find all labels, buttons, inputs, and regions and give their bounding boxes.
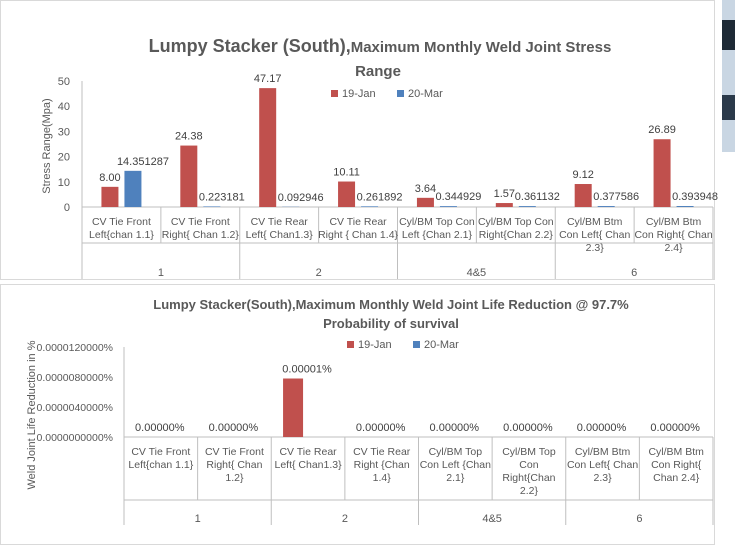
chart1-category-label-7: Cyl/BM Btm Con Right{ Chan 2.4} [634,216,712,254]
chart1-data-label-20-Mar-2: 0.092946 [278,192,324,204]
chart1-legend-swatch-0 [331,90,338,97]
chart2-group-label-1: 2 [342,513,348,525]
chart1-category-label-6: Cyl/BM Btm Con Left{ Chan 2.3} [559,216,630,254]
chart1-legend-label-1: 20-Mar [408,88,443,100]
chart1-bar-20-Mar-6 [597,206,615,207]
chart1-legend-swatch-1 [397,90,404,97]
chart2-bar-19-Jan-2 [283,378,304,437]
chart2-group-label-2: 4&5 [482,513,502,525]
chart1-bar-19-Jan-2 [259,88,277,207]
chart2-data-label-19-Jan-0: 0.00000% [135,422,185,434]
chart2-y-tick-label: 0.0000040000% [37,402,114,414]
chart2-data-label-19-Jan-2: 0.00001% [282,364,332,376]
chart2-data-label-19-Jan-6: 0.00000% [577,422,627,434]
chart1-data-label-19-Jan-2: 47.17 [254,73,282,85]
chart2-legend-label-0: 19-Jan [358,339,392,351]
chart1-category-label-0: CV Tie Front Left{chan 1.1} [89,216,154,241]
chart2-data-label-19-Jan-1: 0.00000% [209,422,259,434]
chart1-bar-20-Mar-3 [361,206,379,207]
chart2-legend-swatch-0 [347,341,354,348]
chart1-data-label-20-Mar-4: 0.344929 [435,191,481,203]
chart1-category-label-1: CV Tie Front Right{ Chan 1.2} [162,216,240,241]
chart1-y-axis-label: Stress Range(Mpa) [41,98,53,193]
chart2-frame [0,284,715,545]
chart1-group-label-3: 6 [631,267,637,279]
chart1-data-label-20-Mar-1: 0.223181 [199,191,245,203]
chart1-title-line2: Range [355,63,401,80]
chart1-bar-19-Jan-5 [495,203,513,207]
chart2-category-label-6: Cyl/BM Btm Con Left{ Chan 2.3} [567,446,638,484]
chart2-y-axis-label: Weld Joint Life Reduction in % [26,340,38,489]
chart1-data-label-19-Jan-1: 24.38 [175,131,203,143]
chart1-bar-20-Mar-4 [439,206,457,207]
background-photo-fragment [722,0,735,152]
chart1-bar-19-Jan-0 [101,186,119,207]
chart1-bar-20-Mar-5 [518,206,536,207]
chart2-y-tick-label: 0.0000000000% [37,432,114,444]
chart2-title-line2: Probability of survival [323,316,459,331]
chart2-category-label-5: Cyl/BM Top Con Right{Chan 2.2} [502,446,556,497]
chart1-data-label-19-Jan-0: 8.00 [99,172,120,184]
chart2-category-label-0: CV Tie Front Left{chan 1.1} [128,446,193,471]
chart1-group-label-0: 1 [158,267,164,279]
chart2-data-label-19-Jan-4: 0.00000% [430,422,480,434]
chart1-group-label-2: 4&5 [467,267,487,279]
chart1-group-label-1: 2 [316,267,322,279]
chart1-data-label-19-Jan-5: 1.57 [494,188,515,200]
chart1-data-label-19-Jan-7: 26.89 [648,124,676,136]
chart2-y-tick-label: 0.0000080000% [37,372,114,384]
chart1-category-label-3: CV Tie Rear Right { Chan 1.4} [318,216,398,241]
chart2-data-label-19-Jan-3: 0.00000% [356,422,406,434]
chart1-y-tick-label: 20 [58,152,70,164]
chart1-data-label-20-Mar-5: 0.361132 [515,191,560,203]
chart1-data-label-20-Mar-0: 14.351287 [117,156,169,168]
chart2-title: Lumpy Stacker(South),Maximum Monthly Wel… [153,297,629,312]
chart1-y-tick-label: 30 [58,126,70,138]
chart1-bar-19-Jan-1 [180,145,198,207]
chart1-bar-20-Mar-0 [124,170,142,207]
chart2-group-label-3: 6 [636,513,642,525]
chart1-bar-20-Mar-7 [676,206,694,207]
chart1-data-label-19-Jan-4: 3.64 [415,183,436,195]
chart1-data-label-20-Mar-6: 0.377586 [593,191,639,203]
chart1-frame [0,0,715,280]
chart1-bar-19-Jan-4 [416,197,434,207]
chart1-legend: 19-Jan 20-Mar [331,88,443,100]
chart1-category-label-4: Cyl/BM Top Con Left {Chan 2.1} [399,216,475,241]
chart1-bar-20-Mar-1 [203,206,221,207]
chart1-data-label-19-Jan-3: 10.11 [333,167,360,179]
chart2-category-label-7: Cyl/BM Btm Con Right{Chan 2.4} [648,446,704,484]
chart2-data-label-19-Jan-7: 0.00000% [650,422,700,434]
chart2-category-label-1: CV Tie Front Right{ Chan 1.2} [205,446,264,484]
chart2-category-label-3: CV Tie Rear Right {Chan 1.4} [353,446,411,484]
chart1-bar-19-Jan-6 [574,184,592,207]
chart1-y-tick-label: 0 [64,202,70,214]
chart2-y-tick-label: 0.0000120000% [37,342,114,354]
chart1-legend-label-0: 19-Jan [342,88,376,100]
chart2-category-label-4: Cyl/BM Top Con Left {Chan 2.1} [420,446,491,484]
chart2-category-label-2: CV Tie Rear Left{ Chan1.3} [274,446,342,471]
chart2-data-label-19-Jan-5: 0.00000% [503,422,553,434]
chart2-legend-swatch-1 [413,341,420,348]
chart1-data-label-19-Jan-6: 9.12 [572,169,593,181]
chart1-data-label-20-Mar-7: 0.393948 [672,191,718,203]
chart1-bar-19-Jan-3 [338,181,356,207]
chart2-legend: 19-Jan 20-Mar [347,339,459,351]
chart2-legend-label-1: 20-Mar [424,339,459,351]
chart1-y-tick-label: 50 [58,76,70,88]
chart1-bar-19-Jan-7 [653,139,671,207]
chart1-y-tick-label: 10 [58,177,70,189]
chart1-data-label-20-Mar-3: 0.261892 [357,191,403,203]
chart2-group-label-0: 1 [195,513,201,525]
chart1-category-label-5: Cyl/BM Top Con Right{Chan 2.2} [478,216,554,241]
chart1-title: Lumpy Stacker (South),Maximum Monthly We… [149,36,612,56]
chart1-y-tick-label: 40 [58,101,70,113]
chart1-category-label-2: CV Tie Rear Left{ Chan1.3} [246,216,314,241]
